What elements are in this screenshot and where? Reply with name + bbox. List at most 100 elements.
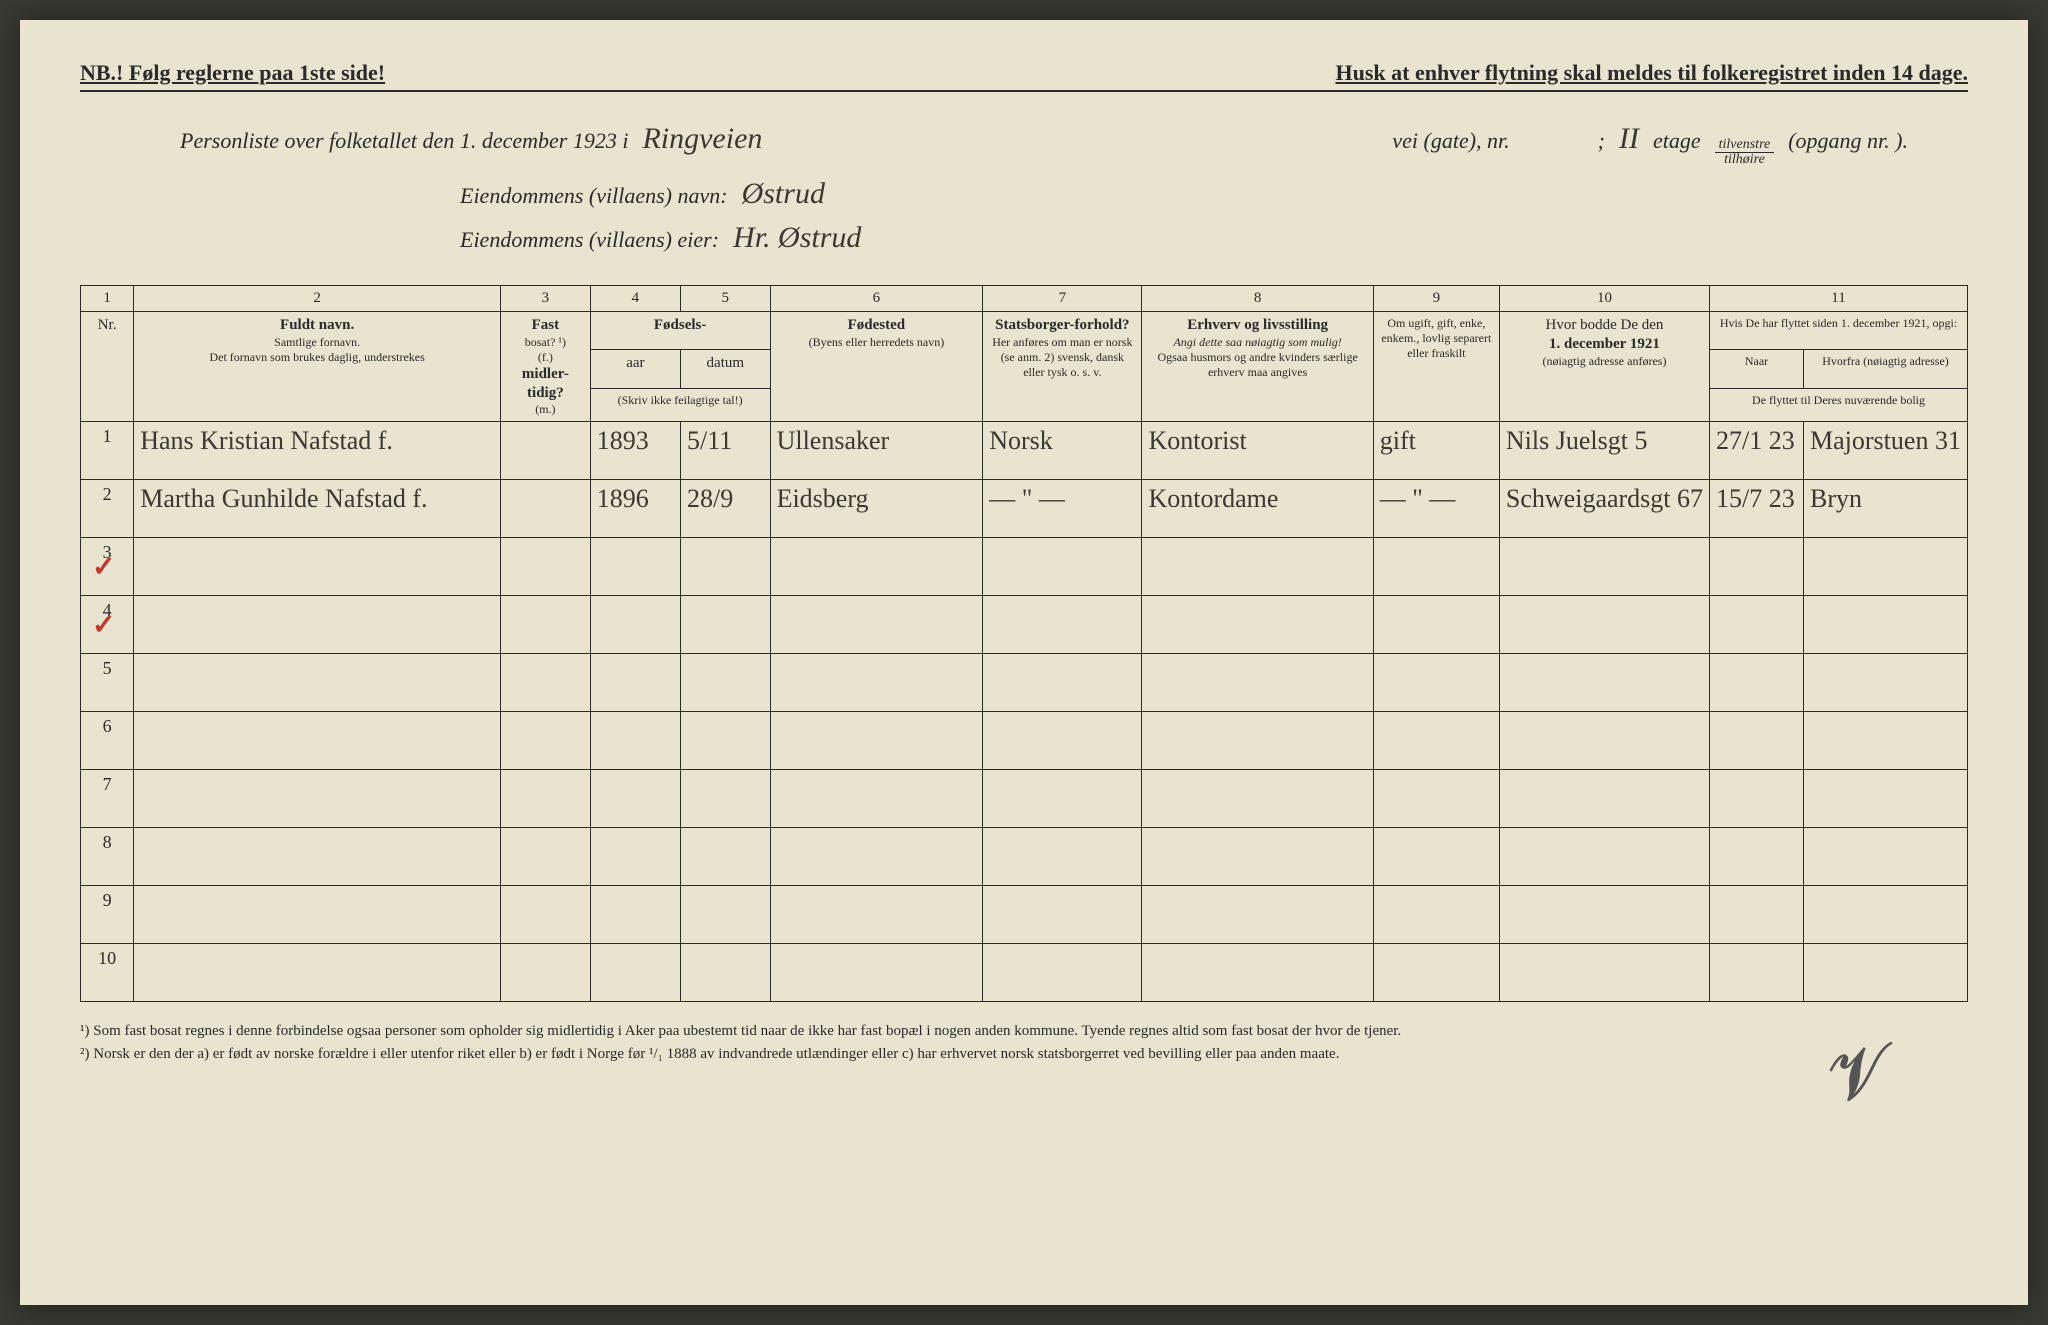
head-name-sub1: Samtlige fornavn.: [140, 335, 494, 350]
cell-stat: Norsk: [983, 422, 1142, 480]
fraction: tilvenstre tilhøire: [1715, 138, 1775, 167]
table-row-empty: 9: [81, 886, 1968, 944]
red-tick-2: ✓: [92, 608, 115, 642]
head-hvorfra: Hvorfra (nøiagtig adresse): [1804, 350, 1968, 388]
census-page: ✓ ✓ 𝓥 NB.! Følg reglerne paa 1ste side! …: [20, 20, 2028, 1305]
head-adr1921-title: Hvor bodde De den: [1506, 316, 1703, 335]
colnum-2: 2: [134, 286, 501, 312]
head-bosat-l3: (f.): [507, 350, 584, 365]
footnotes: ¹) Som fast bosat regnes i denne forbind…: [80, 1020, 1968, 1065]
colnum-11: 11: [1710, 286, 1968, 312]
cell-name: Hans Kristian Nafstad f.: [134, 422, 501, 480]
head-stat-sub: Her anføres om man er norsk (se anm. 2) …: [989, 335, 1135, 380]
row-nr: 10: [81, 944, 134, 1002]
head-bosat-l6: (m.): [507, 402, 584, 417]
top-bar: NB.! Følg reglerne paa 1ste side! Husk a…: [80, 60, 1968, 92]
villa-handwritten: Østrud: [742, 177, 825, 211]
cell-hvorfra: Bryn: [1804, 480, 1968, 538]
red-tick-1: ✓: [92, 550, 115, 584]
table-row-empty: 6: [81, 712, 1968, 770]
fraction-bot: tilhøire: [1715, 153, 1775, 167]
head-name: Fuldt navn. Samtlige fornavn. Det fornav…: [134, 312, 501, 422]
colnum-6: 6: [770, 286, 983, 312]
head-flyttet: Hvis De har flyttet siden 1. december 19…: [1710, 312, 1968, 350]
head-erhverv-title: Erhverv og livsstilling: [1148, 316, 1366, 335]
cell-naar: 15/7 23: [1710, 480, 1804, 538]
head-adr1921-date: 1. december 1921: [1506, 335, 1703, 354]
header-line-1: Personliste over folketallet den 1. dece…: [180, 122, 1908, 167]
row-nr: 9: [81, 886, 134, 944]
cell-fodested: Ullensaker: [770, 422, 983, 480]
footnote-1: ¹) Som fast bosat regnes i denne forbind…: [80, 1020, 1968, 1043]
column-number-row: 1 2 3 4 5 6 7 8 9 10 11: [81, 286, 1968, 312]
head-erhverv: Erhverv og livsstilling Angi dette saa n…: [1142, 312, 1373, 422]
row-nr: 8: [81, 828, 134, 886]
colnum-8: 8: [1142, 286, 1373, 312]
cell-bosat: [501, 480, 591, 538]
etage-handwritten: II: [1619, 122, 1639, 156]
row-nr: 6: [81, 712, 134, 770]
semicolon: ;: [1598, 128, 1605, 154]
header-row-1: Nr. Fuldt navn. Samtlige fornavn. Det fo…: [81, 312, 1968, 350]
colnum-3: 3: [501, 286, 591, 312]
head-datum: datum: [681, 350, 771, 388]
cell-naar: 27/1 23: [1710, 422, 1804, 480]
head-adr1921: Hvor bodde De den 1. december 1921 (nøia…: [1499, 312, 1709, 422]
head-gift: Om ugift, gift, enke, enkem., lovlig sep…: [1373, 312, 1499, 422]
head-fodested-sub: (Byens eller herredets navn): [777, 335, 977, 350]
census-table: 1 2 3 4 5 6 7 8 9 10 11 Nr. Fuldt navn. …: [80, 285, 1968, 1002]
head-erhverv-sub1: Angi dette saa nøiagtig som mulig!: [1148, 335, 1366, 350]
head-fodsels: Fødsels-: [590, 312, 770, 350]
cell-bosat: [501, 422, 591, 480]
head-stat-title: Statsborger-forhold?: [989, 316, 1135, 335]
table-row-empty: 5: [81, 654, 1968, 712]
opgang: (opgang nr. ).: [1788, 128, 1908, 154]
table-row: 2Martha Gunhilde Nafstad f.189628/9Eidsb…: [81, 480, 1968, 538]
header-block: Personliste over folketallet den 1. dece…: [80, 112, 1968, 285]
head-naar: Naar: [1710, 350, 1804, 388]
cell-fodested: Eidsberg: [770, 480, 983, 538]
head-nr: Nr.: [81, 312, 134, 422]
cell-name: Martha Gunhilde Nafstad f.: [134, 480, 501, 538]
villa-label: Eiendommens (villaens) navn:: [460, 183, 728, 209]
row-nr: 1: [81, 422, 134, 480]
head-adr1921-sub: (nøiagtig adresse anføres): [1506, 354, 1703, 369]
cell-datum: 5/11: [681, 422, 771, 480]
cell-erhverv: Kontorist: [1142, 422, 1373, 480]
cell-gift: gift: [1373, 422, 1499, 480]
table-row-empty: 4: [81, 596, 1968, 654]
table-row-empty: 7: [81, 770, 1968, 828]
head-fodsels-sub: (Skriv ikke feilagtige tal!): [590, 388, 770, 421]
cell-adr1921: Schweigaardsgt 67: [1499, 480, 1709, 538]
street-handwritten: Ringveien: [642, 122, 762, 156]
owner-label: Eiendommens (villaens) eier:: [460, 227, 719, 253]
head-name-title: Fuldt navn.: [140, 316, 494, 335]
street-suffix: vei (gate), nr.: [1392, 128, 1509, 154]
top-right-notice: Husk at enhver flytning skal meldes til …: [1335, 60, 1968, 86]
table-row: 1Hans Kristian Nafstad f. 18935/11Ullensa…: [81, 422, 1968, 480]
cell-hvorfra: Majorstuen 31: [1804, 422, 1968, 480]
row-nr: 5: [81, 654, 134, 712]
table-row-empty: 8: [81, 828, 1968, 886]
head-aar: aar: [590, 350, 680, 388]
cell-aar: 1893: [590, 422, 680, 480]
row-nr: 2: [81, 480, 134, 538]
head-erhverv-sub2: Ogsaa husmors og andre kvinders særlige …: [1148, 350, 1366, 380]
head-fodested-title: Fødested: [777, 316, 977, 335]
table-row-empty: 3: [81, 538, 1968, 596]
header-line-3: Eiendommens (villaens) eier: Hr. Østrud: [180, 221, 1908, 255]
head-fodested: Fødested (Byens eller herredets navn): [770, 312, 983, 422]
cell-gift: — " —: [1373, 480, 1499, 538]
colnum-10: 10: [1499, 286, 1709, 312]
head-statsborger: Statsborger-forhold? Her anføres om man …: [983, 312, 1142, 422]
head-bosat-l4: midler-: [507, 365, 584, 384]
cell-stat: — " —: [983, 480, 1142, 538]
etage-label: etage: [1653, 128, 1701, 154]
cell-datum: 28/9: [681, 480, 771, 538]
row-nr: 7: [81, 770, 134, 828]
fraction-top: tilvenstre: [1715, 138, 1775, 153]
head-bosat-l5: tidig?: [507, 384, 584, 403]
top-left-notice: NB.! Følg reglerne paa 1ste side!: [80, 60, 385, 86]
cell-adr1921: Nils Juelsgt 5: [1499, 422, 1709, 480]
head-name-sub2: Det fornavn som brukes daglig, understre…: [140, 350, 494, 365]
